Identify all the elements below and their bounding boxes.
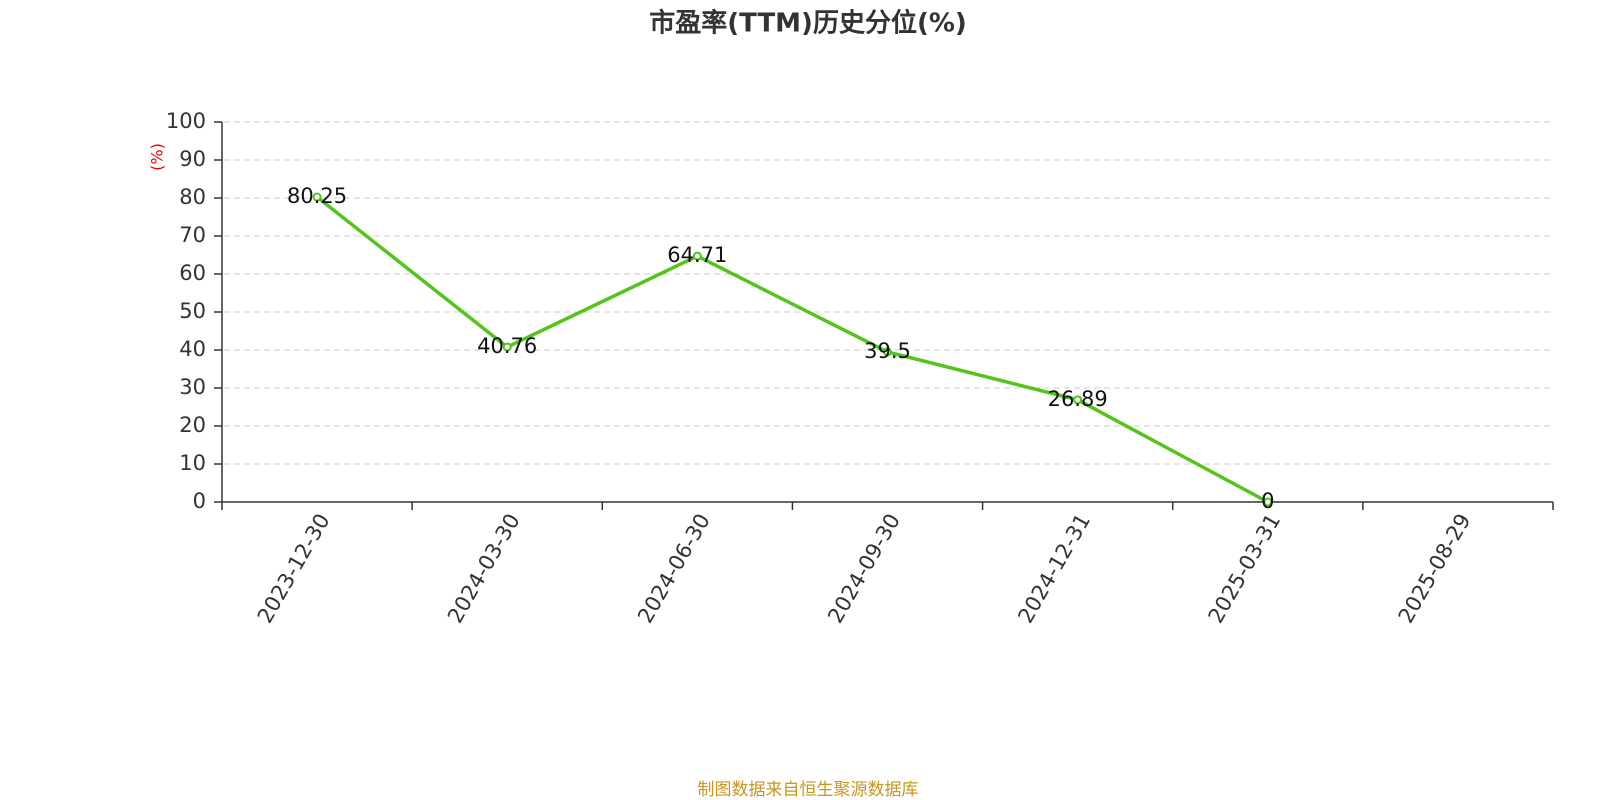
x-tick-label: 2023-12-30 (253, 510, 335, 628)
x-tick-label: 2024-09-30 (823, 510, 905, 628)
y-tick-label: 60 (179, 261, 206, 285)
y-axis-label: (%) (148, 143, 167, 171)
x-tick-label: 2025-08-29 (1394, 510, 1476, 628)
point (312, 192, 322, 202)
data-label: 39.5 (864, 339, 911, 363)
point (1073, 395, 1083, 405)
data-label: 80.25 (287, 184, 347, 208)
chart-title: 市盈率(TTM)历史分位(%) (649, 8, 967, 39)
data-label: 0 (1261, 489, 1274, 513)
data-label: 40.76 (477, 334, 537, 358)
x-tick-label: 2024-06-30 (633, 510, 715, 628)
point (692, 251, 702, 261)
data-label: 64.71 (667, 243, 727, 267)
y-tick-label: 70 (179, 223, 206, 247)
data-label: 26.89 (1048, 387, 1108, 411)
y-tick-label: 30 (179, 375, 206, 399)
x-tick-label: 2025-03-31 (1204, 510, 1286, 628)
y-tick-label: 90 (179, 147, 206, 171)
y-tick-label: 100 (166, 109, 206, 133)
line (315, 195, 1269, 504)
point (502, 342, 512, 352)
y-tick-label: 50 (179, 299, 206, 323)
x-tick-label: 2024-12-31 (1013, 510, 1095, 628)
source-note: 制图数据来自恒生聚源数据库 (698, 780, 919, 800)
x-tick-label: 2024-03-30 (443, 510, 525, 628)
y-tick-label: 10 (179, 451, 206, 475)
y-tick-label: 80 (179, 185, 206, 209)
point (1263, 497, 1273, 507)
y-tick-label: 0 (193, 489, 206, 513)
y-tick-label: 40 (179, 337, 206, 361)
y-tick-label: 20 (179, 413, 206, 437)
point (883, 347, 892, 357)
